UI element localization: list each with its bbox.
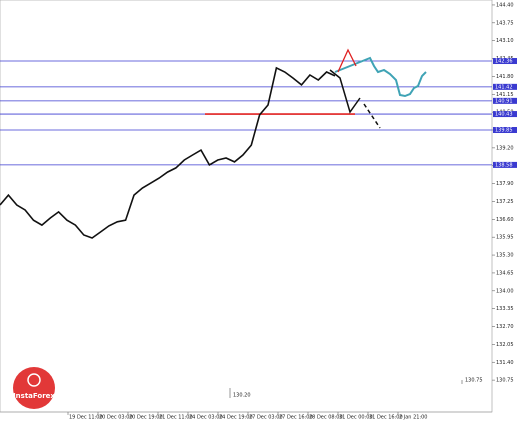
- level-label-box: [493, 97, 517, 104]
- y-tick-label: 132.70: [496, 324, 514, 330]
- x-tick-label: 31 Dec 00:00: [339, 415, 373, 421]
- y-tick-label: 134.00: [496, 288, 514, 294]
- logo-icon: [27, 373, 41, 387]
- level-label-box: [493, 58, 517, 65]
- y-tick-label: 136.60: [496, 217, 514, 223]
- x-tick-label: 19 Dec 11:00: [69, 415, 103, 421]
- level-label-box: [493, 83, 517, 90]
- x-tick-label: 28 Dec 08:00: [309, 415, 343, 421]
- y-tick-label: 143.10: [496, 38, 514, 44]
- x-tick-label: 27 Dec 03:00: [249, 415, 283, 421]
- y-tick-label: 141.15: [496, 92, 514, 98]
- y-tick-label: 131.40: [496, 360, 514, 366]
- level-label: 138.58: [495, 162, 513, 168]
- y-tick-label: 130.75: [496, 378, 514, 384]
- level-label: 140.91: [495, 98, 513, 104]
- x-tick-label: 2 Jan 21:00: [399, 415, 427, 421]
- y-tick-label: 139.20: [496, 145, 514, 151]
- x-tick-label: 21 Dec 11:00: [159, 415, 193, 421]
- y-tick-label: 132.05: [496, 342, 514, 348]
- y-tick-label: 137.25: [496, 199, 514, 205]
- y-tick-label: 135.30: [496, 253, 514, 259]
- x-tick-label: 27 Dec 16:00: [279, 415, 313, 421]
- y-tick-label: 133.35: [496, 306, 514, 312]
- x-tick-label: 20 Dec 03:00: [99, 415, 133, 421]
- level-label: 139.85: [495, 128, 513, 134]
- y-tick-label: 144.40: [496, 2, 514, 8]
- x-tick-label: 24 Dec 19:00: [219, 415, 253, 421]
- logo: InstaForex: [13, 367, 55, 409]
- level-label: 141.42: [495, 84, 513, 90]
- forecast: [329, 48, 427, 129]
- level-label: 142.36: [495, 59, 513, 65]
- level-label: 140.43: [495, 112, 513, 118]
- y-tick-label: 137.90: [496, 181, 514, 187]
- x-tick-label: 31 Dec 16:00: [369, 415, 403, 421]
- forecast-arrow: [337, 48, 357, 73]
- level-label-box: [493, 127, 517, 134]
- watermark: InstaForex: [13, 392, 55, 400]
- annotation: 130.20: [233, 393, 251, 399]
- level-label-box: [493, 111, 517, 118]
- forecast-arrow: [363, 103, 381, 129]
- x-tick-label: 20 Dec 19:00: [129, 415, 163, 421]
- plot-frame: [0, 0, 493, 413]
- logo-circle: [13, 367, 55, 409]
- x-tick-label: 24 Dec 03:00: [189, 415, 223, 421]
- forecast-arrow: [329, 69, 361, 114]
- y-tick-label: 143.75: [496, 20, 514, 26]
- level-label-box: [493, 161, 517, 168]
- forecast-path: [334, 56, 427, 98]
- y-tick-label: 141.80: [496, 74, 514, 80]
- annotation: 130.75: [465, 378, 483, 384]
- y-tick-label: 134.65: [496, 270, 514, 276]
- y-tick-label: 135.95: [496, 235, 514, 241]
- price-line: [0, 66, 336, 239]
